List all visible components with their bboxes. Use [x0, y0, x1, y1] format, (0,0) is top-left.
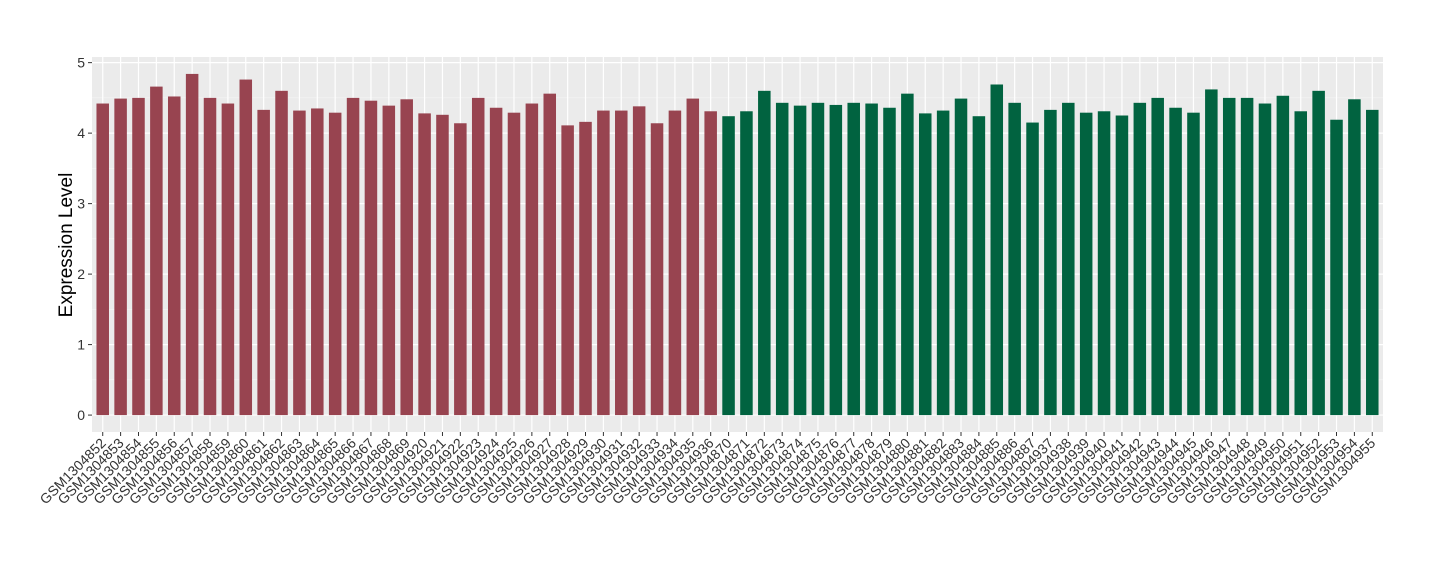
y-tick-label: 0	[77, 407, 85, 423]
bar	[740, 111, 753, 416]
bar	[704, 111, 717, 416]
bar	[1240, 97, 1254, 416]
bar	[1294, 111, 1308, 416]
y-tick-label: 5	[77, 55, 85, 71]
bar	[1258, 103, 1272, 416]
bar	[1366, 109, 1379, 416]
bar	[1044, 109, 1057, 416]
bar	[239, 79, 253, 416]
bar	[1187, 112, 1200, 416]
bar	[1133, 102, 1147, 416]
bar	[221, 103, 235, 416]
bar	[597, 110, 610, 416]
bar	[203, 97, 217, 416]
bar	[114, 98, 127, 416]
bar	[543, 93, 557, 416]
bar	[793, 105, 807, 416]
bar	[418, 113, 431, 416]
bar	[436, 114, 449, 416]
bar	[167, 96, 181, 416]
bar	[615, 110, 628, 416]
bar	[650, 123, 664, 416]
bar	[400, 99, 413, 416]
y-axis-title: Expression Level	[56, 173, 77, 318]
bar	[328, 112, 342, 416]
bar	[1026, 122, 1039, 416]
bar	[1205, 89, 1218, 416]
bar	[1330, 119, 1343, 416]
bars	[96, 73, 1379, 416]
bar	[990, 84, 1004, 416]
bar	[1348, 99, 1361, 416]
bar	[758, 90, 771, 416]
bar	[561, 125, 574, 416]
bar	[954, 98, 968, 416]
bar	[1169, 107, 1182, 416]
bar	[901, 93, 914, 416]
bar	[382, 105, 396, 416]
bar	[632, 106, 646, 416]
bar	[132, 97, 145, 416]
bar	[1008, 102, 1021, 416]
bar	[311, 108, 324, 416]
bar	[471, 97, 485, 416]
bar	[364, 100, 378, 416]
bar	[883, 107, 896, 416]
y-tick-label: 1	[77, 337, 85, 353]
bar	[972, 116, 986, 416]
bar	[150, 86, 163, 416]
bar	[275, 90, 288, 416]
bar	[1115, 115, 1129, 416]
bar	[829, 104, 843, 416]
bar	[1079, 112, 1093, 416]
y-tick-label: 2	[77, 266, 85, 282]
bar	[936, 110, 950, 416]
bar	[489, 107, 503, 416]
bar	[1062, 102, 1075, 416]
bar	[722, 116, 735, 416]
bar	[847, 102, 860, 416]
bar	[185, 73, 199, 416]
bar	[293, 110, 306, 416]
axes: 012345GSM1304852GSM1304853GSM1304854GSM1…	[36, 55, 1378, 508]
bar	[346, 97, 360, 416]
bar	[257, 109, 270, 416]
plot-panel	[92, 57, 1383, 432]
bar	[1312, 90, 1325, 416]
bar	[454, 123, 467, 416]
bar	[811, 102, 825, 416]
y-tick-label: 4	[77, 125, 85, 141]
bar	[1151, 97, 1164, 416]
bar	[96, 103, 109, 416]
bar	[775, 102, 789, 416]
bar	[525, 103, 539, 416]
bar	[1276, 95, 1290, 416]
bar	[918, 113, 932, 416]
bar	[579, 121, 592, 416]
bar	[686, 98, 700, 416]
y-tick-label: 3	[77, 196, 85, 212]
bar	[507, 112, 521, 416]
bar	[1097, 111, 1111, 416]
bar	[865, 103, 878, 416]
bar	[668, 110, 682, 416]
bar	[1222, 97, 1236, 416]
